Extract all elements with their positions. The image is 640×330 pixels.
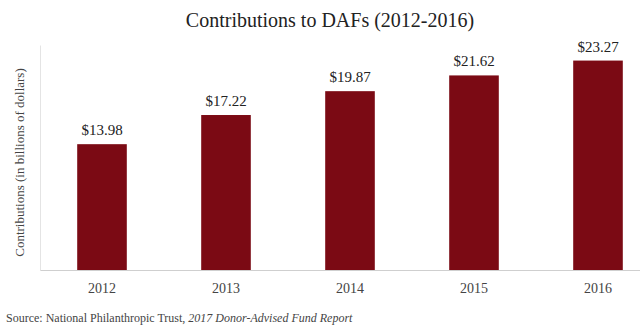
data-label: $21.62 (453, 53, 494, 69)
source-part: 2017 Donor-Advised Fund Report (188, 311, 353, 325)
bars (77, 61, 623, 270)
x-tick: 2012 (88, 270, 116, 296)
title: Contributions to DAFs (2012-2016) (186, 9, 474, 32)
bar (449, 75, 499, 270)
x-tick: 2014 (336, 270, 364, 296)
bar (77, 144, 127, 270)
data-label: $19.87 (329, 69, 371, 85)
bar (201, 115, 251, 270)
x-tick-label: 2012 (88, 281, 116, 296)
x-tick-label: 2014 (336, 281, 364, 296)
x-tick: 2015 (460, 270, 488, 296)
source-part: Source: National Philanthropic Trust, (6, 311, 188, 325)
data-label: $23.27 (577, 39, 619, 55)
bar (573, 61, 623, 270)
y-axis (40, 46, 41, 271)
x-tick-label: 2013 (212, 281, 240, 296)
y-axis-line (40, 46, 41, 271)
bar (325, 91, 375, 270)
x-axis-line (41, 270, 640, 271)
x-axis: 2012 2013 2014 2015 2016 (41, 270, 640, 296)
y-axis-title: Contributions (in billions of dollars) (12, 68, 27, 257)
data-label: $13.98 (81, 122, 122, 138)
x-tick-label: 2016 (584, 281, 612, 296)
chart: Contributions to DAFs (2012-2016) Contrib… (0, 0, 640, 330)
x-tick-label: 2015 (460, 281, 488, 296)
data-label: $17.22 (205, 93, 246, 109)
source: Source: National Philanthropic Trust, 20… (6, 311, 353, 325)
x-tick: 2016 (584, 270, 612, 296)
x-tick: 2013 (212, 270, 240, 296)
data-labels: $13.98 $17.22 $19.87 $21.62 $23.27 (81, 39, 619, 139)
